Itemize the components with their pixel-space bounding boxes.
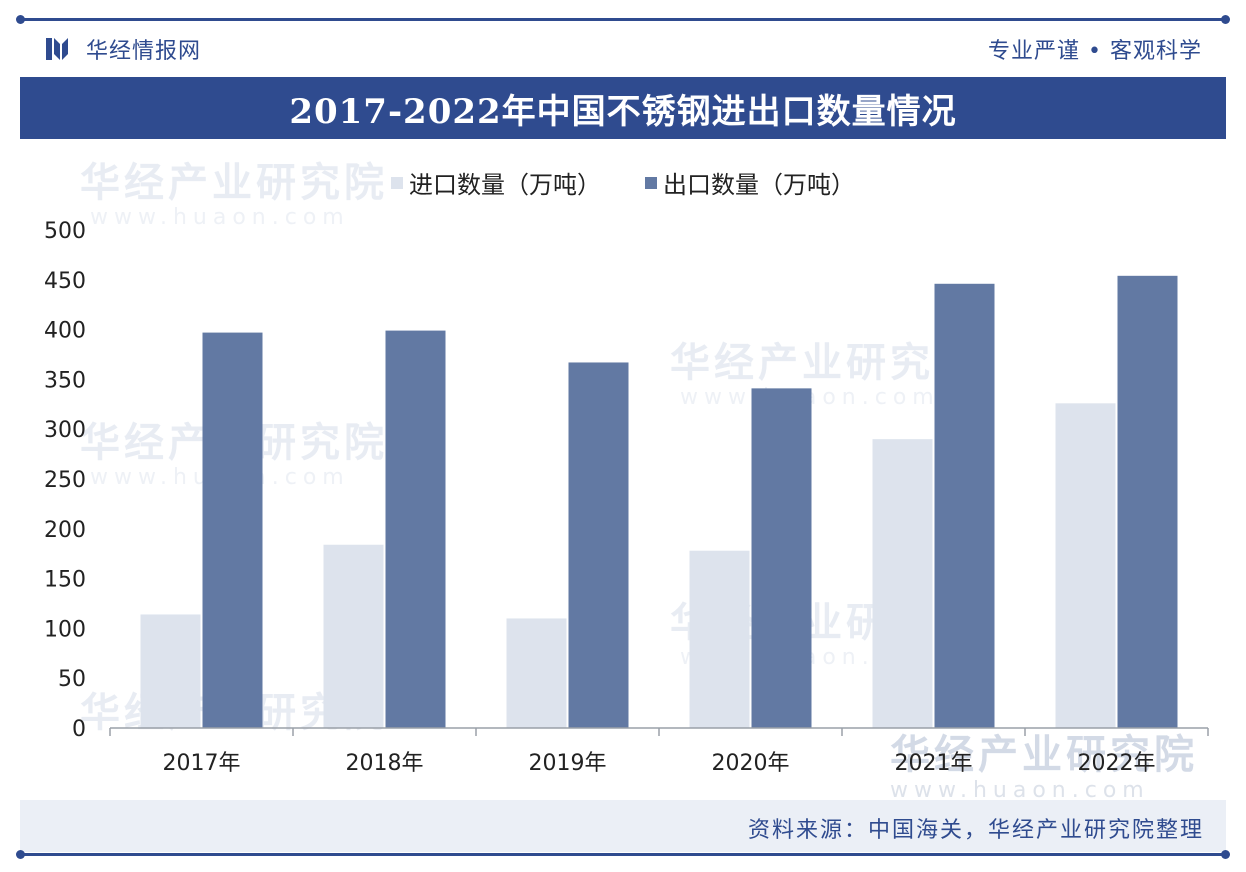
legend-swatch-import: [391, 176, 403, 189]
bar-import: [506, 618, 567, 728]
brand-logo-icon: [46, 38, 68, 60]
chart-title: 2017-2022年中国不锈钢进出口数量情况: [289, 91, 957, 132]
bar-export: [751, 388, 812, 728]
x-tick-label: 2019年: [529, 751, 607, 776]
x-tick-label: 2022年: [1078, 751, 1156, 776]
bar-import: [872, 439, 933, 728]
brand-name: 华经情报网: [86, 39, 202, 64]
legend-label-export: 出口数量（万吨）: [663, 171, 855, 199]
bar-export: [385, 330, 446, 728]
legend-item-import: 进口数量（万吨）: [391, 165, 601, 200]
y-tick-label: 150: [44, 568, 86, 593]
bar-import: [1055, 403, 1116, 728]
source-bar: 资料来源：中国海关，华经产业研究院整理: [20, 800, 1226, 852]
legend-item-export: 出口数量（万吨）: [645, 165, 855, 200]
bottom-divider: [16, 850, 1230, 859]
y-tick-label: 400: [44, 319, 86, 344]
bar-export: [202, 332, 263, 728]
y-tick-label: 200: [44, 518, 86, 543]
bar-import: [140, 614, 201, 728]
x-tick-label: 2018年: [346, 751, 424, 776]
y-tick-label: 0: [72, 717, 86, 742]
top-divider: [16, 15, 1230, 24]
y-tick-label: 50: [58, 667, 86, 692]
y-tick-label: 100: [44, 617, 86, 642]
x-tick-label: 2020年: [712, 751, 790, 776]
x-tick-label: 2017年: [163, 751, 241, 776]
y-tick-label: 500: [44, 219, 86, 244]
legend-swatch-export: [645, 176, 657, 189]
bar-import: [323, 544, 384, 728]
title-bar: 2017-2022年中国不锈钢进出口数量情况: [20, 77, 1226, 139]
bar-export: [934, 283, 995, 728]
slogan: 专业严谨 • 客观科学: [988, 39, 1202, 64]
y-tick-label: 450: [44, 269, 86, 294]
y-tick-label: 300: [44, 418, 86, 443]
bar-export: [1117, 275, 1178, 728]
bar-export: [568, 362, 629, 728]
y-tick-label: 250: [44, 468, 86, 493]
x-tick-label: 2021年: [895, 751, 973, 776]
legend-label-import: 进口数量（万吨）: [409, 171, 601, 199]
chart-legend: 进口数量（万吨） 出口数量（万吨）: [0, 165, 1246, 200]
source-note: 资料来源：中国海关，华经产业研究院整理: [747, 818, 1204, 843]
brand: 华经情报网: [46, 33, 201, 65]
y-tick-label: 350: [44, 368, 86, 393]
bar-import: [689, 550, 750, 728]
